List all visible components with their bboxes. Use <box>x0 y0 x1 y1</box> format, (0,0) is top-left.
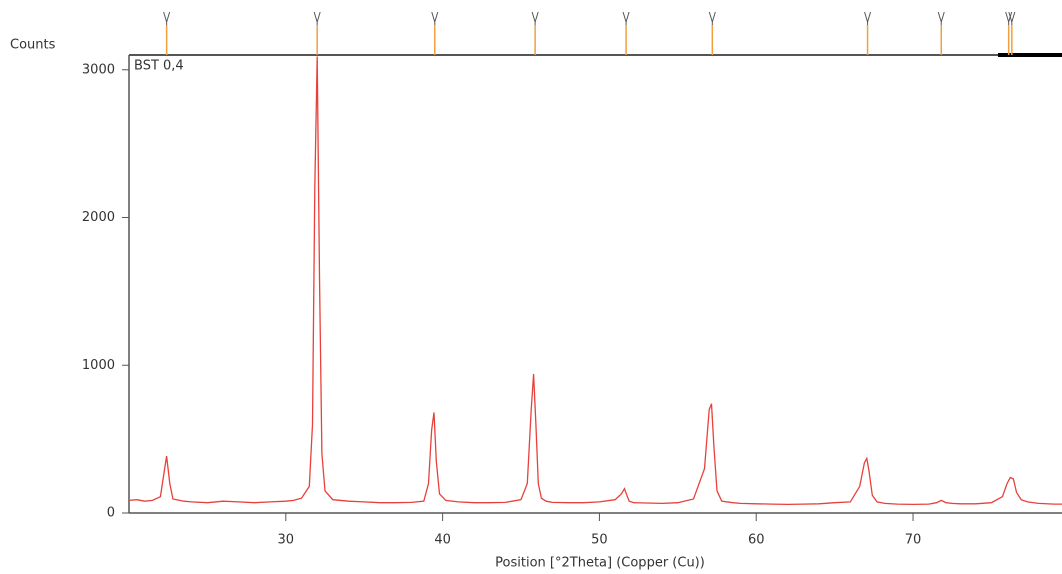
x-tick-label: 30 <box>278 533 295 548</box>
legend-label: BST 0,4 <box>134 59 184 74</box>
y-axis-label: Counts <box>10 38 56 53</box>
x-axis-label: Position [°2Theta] (Copper (Cu)) <box>495 556 705 571</box>
reference-glyph <box>431 11 439 25</box>
y-tick-label: 2000 <box>82 210 115 225</box>
reference-glyph <box>531 11 539 25</box>
reference-glyph <box>163 11 171 25</box>
data-line <box>128 56 1062 506</box>
y-tick-label: 1000 <box>82 358 115 373</box>
y-tick-label: 0 <box>107 506 115 521</box>
reference-glyph <box>622 11 630 25</box>
y-tick-label: 3000 <box>82 62 115 77</box>
x-tick-label: 60 <box>748 533 765 548</box>
reference-glyph <box>864 11 872 25</box>
reference-glyph <box>937 11 945 25</box>
x-tick-label: 40 <box>434 533 451 548</box>
reference-glyph <box>313 11 321 25</box>
reference-glyph <box>708 11 716 25</box>
x-tick-label: 70 <box>905 533 922 548</box>
reference-glyph <box>1008 11 1016 25</box>
x-tick-label: 50 <box>591 533 608 548</box>
reference-glyph <box>1005 11 1013 25</box>
